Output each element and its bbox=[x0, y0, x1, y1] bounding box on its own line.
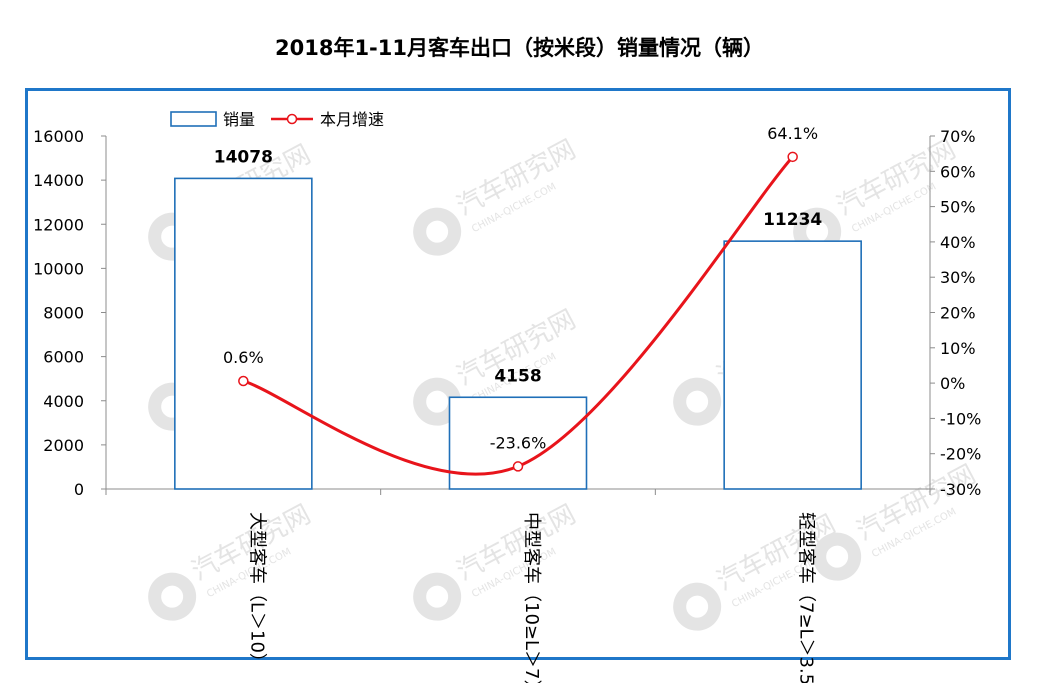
line-point bbox=[512, 461, 524, 472]
line-point bbox=[238, 375, 249, 387]
watermark-logo-hole bbox=[806, 220, 829, 243]
category-labels: 大型客车（L＞10） 中型客车（10≥L＞7） 轻型客车（7≥L＞3.5） bbox=[246, 512, 816, 683]
bar-value-label: 14078 bbox=[214, 147, 273, 167]
watermark-logo-hole bbox=[826, 545, 849, 568]
bar-value-label: 11234 bbox=[763, 210, 822, 230]
legend-bar-swatch bbox=[170, 111, 217, 127]
left-tick-label: 10000 bbox=[33, 259, 84, 278]
axes: 0 2000 4000 6000 8000 10000 12000 14000 16000 -30… bbox=[33, 127, 981, 499]
bars bbox=[174, 177, 862, 490]
line-value-label: -23.6% bbox=[490, 433, 547, 452]
right-tick-label: -20% bbox=[940, 445, 981, 464]
watermark-logo-hole bbox=[426, 585, 449, 608]
left-tick-label: 8000 bbox=[43, 304, 84, 323]
right-tick-label: -30% bbox=[940, 480, 981, 499]
legend-line-marker bbox=[286, 113, 298, 125]
growth-line bbox=[238, 151, 798, 476]
watermark-logo-hole bbox=[161, 585, 184, 608]
right-tick-label: 40% bbox=[940, 233, 976, 252]
right-tick-label: 50% bbox=[940, 198, 976, 217]
left-tick-label: 4000 bbox=[43, 392, 84, 411]
chart-frame bbox=[25, 88, 1011, 660]
bar bbox=[723, 240, 862, 490]
bar-value-label: 4158 bbox=[494, 366, 541, 386]
line-value-label: 64.1% bbox=[767, 124, 818, 143]
left-tick-label: 6000 bbox=[43, 348, 84, 367]
right-tick-label: 70% bbox=[940, 127, 976, 146]
line-value-label: 0.6% bbox=[223, 348, 264, 367]
chart-title: 2018年1-11月客车出口（按米段）销量情况（辆） bbox=[275, 36, 764, 60]
right-tick-label: 0% bbox=[940, 374, 965, 393]
watermark-logo-hole bbox=[426, 390, 449, 413]
right-tick-label: 20% bbox=[940, 304, 976, 323]
watermark-logo-hole bbox=[426, 220, 449, 243]
watermark-logo-hole bbox=[686, 595, 709, 618]
legend-bar-label: 销量 bbox=[223, 110, 255, 129]
category-label: 中型客车（10≥L＞7） bbox=[521, 512, 542, 683]
left-tick-label: 14000 bbox=[33, 171, 84, 190]
legend-line-label: 本月增速 bbox=[320, 110, 384, 129]
line-point bbox=[787, 151, 798, 163]
growth-line-path bbox=[242, 155, 794, 476]
data-labels: 14078 4158 11234 0.6% -23.6% 64.1% bbox=[214, 124, 823, 453]
category-label: 大型客车（L＞10） bbox=[246, 512, 267, 671]
legend: 销量 本月增速 bbox=[170, 110, 384, 129]
left-tick-label: 0 bbox=[74, 480, 84, 499]
left-tick-label: 2000 bbox=[43, 436, 84, 455]
category-label: 轻型客车（7≥L＞3.5） bbox=[796, 512, 817, 683]
watermark-logo-hole bbox=[686, 390, 709, 413]
right-tick-label: 30% bbox=[940, 268, 976, 287]
left-tick-label: 16000 bbox=[33, 127, 84, 146]
right-tick-label: -10% bbox=[940, 409, 981, 428]
right-tick-label: 10% bbox=[940, 339, 976, 358]
right-tick-label: 60% bbox=[940, 162, 976, 181]
left-tick-label: 12000 bbox=[33, 215, 84, 234]
bar bbox=[174, 177, 313, 490]
